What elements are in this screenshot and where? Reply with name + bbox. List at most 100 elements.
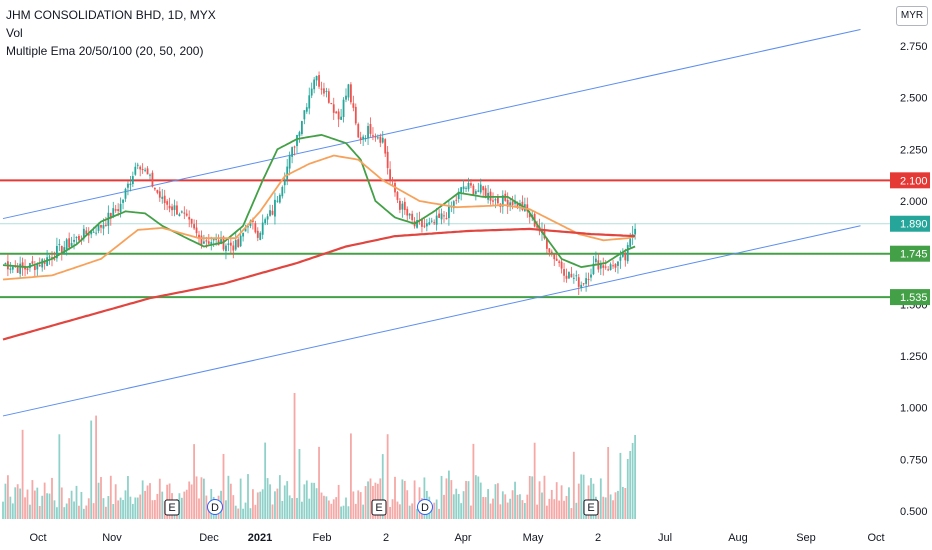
volume-bar [36, 487, 39, 519]
candle-body [389, 169, 391, 180]
volume-bar [391, 499, 394, 519]
candle-body [293, 146, 296, 148]
candle-body [528, 213, 531, 218]
candle-body [119, 203, 122, 213]
currency-badge[interactable]: MYR [896, 6, 928, 26]
volume-bar [46, 493, 48, 519]
volume-bar [479, 482, 482, 519]
candle-body [283, 180, 286, 186]
candle-body [376, 137, 379, 139]
volume-bar [180, 497, 183, 519]
price-tick-label: 2.500 [900, 93, 928, 105]
dividend-marker[interactable]: D [417, 499, 433, 515]
volume-bar [73, 501, 75, 519]
volume-bar [330, 503, 333, 519]
support-lower-price-label: 1.535 [900, 292, 928, 304]
candle-body [68, 238, 71, 248]
candle-body [374, 136, 377, 138]
volume-bar [528, 475, 531, 519]
dividend-badge [417, 499, 433, 515]
candle-body [362, 136, 365, 140]
volume-bar [362, 504, 365, 519]
volume-bar [337, 484, 340, 519]
volume-bar [555, 482, 558, 519]
volume-bar [305, 480, 308, 519]
price-axis-bg [890, 0, 932, 550]
candle-body [563, 269, 565, 276]
candle-body [428, 222, 431, 225]
price-tick-label: 2.000 [900, 196, 928, 208]
earnings-marker[interactable]: E [583, 499, 599, 516]
candle-body [232, 245, 235, 251]
candle-body [497, 197, 499, 204]
candle-body [56, 245, 58, 259]
last-price-tag [890, 215, 930, 232]
volume-bar [151, 500, 154, 519]
candle-body [335, 111, 338, 114]
volume-bar [541, 492, 543, 519]
candle-body [575, 275, 578, 277]
time-tick-label: Apr [454, 532, 471, 544]
candle-body [492, 200, 494, 202]
candle-body [82, 228, 85, 239]
candle-body [114, 209, 117, 211]
volume-bar [252, 489, 254, 519]
candle-body [63, 247, 66, 254]
volume-bar [185, 489, 188, 519]
volume-bar [416, 508, 418, 519]
ema-indicator-label[interactable]: Multiple Ema 20/50/100 (20, 50, 200) [6, 44, 204, 58]
candle-body [95, 232, 97, 234]
volume-bar [472, 443, 475, 519]
volume-bar [33, 490, 36, 519]
volume-bar [11, 503, 14, 519]
candle-body [291, 147, 293, 157]
volume-bar [443, 494, 445, 519]
volume-bar [445, 478, 448, 519]
volume-bar [269, 484, 271, 519]
candle-body [570, 273, 573, 278]
support-lower-price-tag [890, 289, 930, 306]
volume-indicator-label[interactable]: Vol [6, 26, 23, 40]
candle-body [332, 104, 335, 113]
candle-body [494, 199, 497, 201]
candle-body [220, 237, 222, 245]
volume-bar [200, 477, 203, 519]
candle-body [166, 201, 169, 205]
volume-bar [259, 491, 262, 519]
candle-body [239, 235, 242, 247]
candle-body [310, 88, 313, 96]
dividend-marker[interactable]: D [207, 499, 223, 515]
volume-bar [254, 504, 257, 519]
volume-bar [296, 497, 298, 519]
candle-body [65, 239, 68, 250]
candle-body [614, 264, 617, 268]
volume-bar [614, 492, 617, 519]
earnings-marker[interactable]: E [164, 499, 180, 516]
volume-bar [413, 480, 416, 519]
volume-bar [634, 435, 636, 519]
candle-body [430, 220, 433, 222]
volume-bar [538, 481, 541, 519]
candle-body [102, 225, 105, 229]
volume-bar [506, 502, 509, 519]
volume-bar [154, 500, 156, 519]
candle-body [234, 239, 237, 250]
candle-body [621, 254, 624, 257]
symbol-title[interactable]: JHM CONSOLIDATION BHD, 1D, MYX [6, 8, 216, 22]
volume-bar [533, 442, 536, 519]
price-tick-label: 1.000 [900, 403, 928, 415]
candle-body [401, 203, 404, 210]
volume-bar [122, 500, 124, 519]
candle-body [242, 232, 244, 237]
volume-bar [43, 482, 46, 519]
candle-body [337, 111, 340, 120]
candle-body [406, 208, 409, 216]
volume-bar [131, 503, 134, 519]
candle-body [345, 95, 347, 100]
candle-body [136, 164, 139, 166]
volume-bar [24, 497, 26, 519]
earnings-marker[interactable]: E [371, 499, 387, 516]
ema20-line [2, 133, 636, 269]
candle-body [609, 264, 612, 271]
